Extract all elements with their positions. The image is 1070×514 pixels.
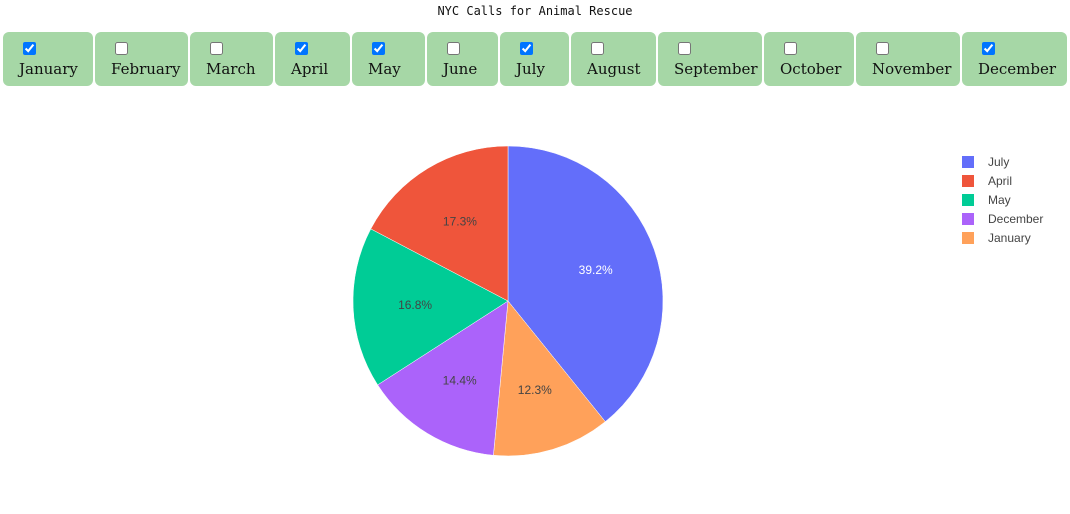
legend-label: December xyxy=(988,211,1044,226)
month-checkbox[interactable] xyxy=(876,42,889,55)
legend-item-january[interactable]: January xyxy=(962,228,1043,247)
month-label: December xyxy=(978,60,1057,78)
month-label: September xyxy=(674,60,758,78)
pie-slice-january[interactable] xyxy=(493,300,606,457)
slice-label-april: 17.3% xyxy=(443,214,477,228)
legend-swatch xyxy=(962,231,974,244)
slice-label-july: 39.2% xyxy=(579,263,613,277)
month-option-february[interactable]: February xyxy=(95,32,188,86)
month-label: March xyxy=(206,60,256,78)
month-checkbox[interactable] xyxy=(784,42,797,55)
month-option-june[interactable]: June xyxy=(427,32,498,86)
legend-swatch xyxy=(962,174,974,187)
pie-chart: 39.2% 12.3% 14.4% 16.8% 17.3% xyxy=(352,145,664,457)
month-option-october[interactable]: October xyxy=(764,32,854,86)
legend-label: May xyxy=(988,192,1011,207)
month-checkbox[interactable] xyxy=(982,42,995,55)
month-checkbox[interactable] xyxy=(115,42,128,55)
slice-label-december: 14.4% xyxy=(443,373,477,387)
chart-title: NYC Calls for Animal Rescue xyxy=(437,4,633,18)
legend-item-april[interactable]: April xyxy=(962,171,1043,190)
legend-item-may[interactable]: May xyxy=(962,190,1043,209)
legend-item-december[interactable]: December xyxy=(962,209,1043,228)
month-option-may[interactable]: May xyxy=(352,32,425,86)
month-option-september[interactable]: September xyxy=(658,32,762,86)
month-label: November xyxy=(872,60,952,78)
legend-label: January xyxy=(988,230,1031,245)
month-label: October xyxy=(780,60,842,78)
month-label: August xyxy=(587,60,641,78)
month-label: May xyxy=(368,60,401,78)
month-checkbox[interactable] xyxy=(210,42,223,55)
slice-label-may: 16.8% xyxy=(398,298,432,312)
pie-slice-april[interactable] xyxy=(370,145,509,302)
month-label: January xyxy=(19,60,78,78)
month-label: June xyxy=(443,60,478,78)
legend-label: July xyxy=(988,154,1010,169)
legend-swatch xyxy=(962,155,974,168)
legend-label: April xyxy=(988,173,1013,188)
month-checkbox[interactable] xyxy=(295,42,308,55)
month-option-january[interactable]: January xyxy=(3,32,93,86)
pie-slice-july[interactable] xyxy=(507,145,664,423)
chart-legend: July April May December January xyxy=(962,152,1043,247)
month-checkbox[interactable] xyxy=(447,42,460,55)
month-checkbox[interactable] xyxy=(372,42,385,55)
legend-item-july[interactable]: July xyxy=(962,152,1043,171)
pie-slice-may[interactable] xyxy=(352,228,509,386)
month-label: February xyxy=(111,60,181,78)
month-checkbox[interactable] xyxy=(520,42,533,55)
legend-swatch xyxy=(962,212,974,225)
month-option-april[interactable]: April xyxy=(275,32,350,86)
month-checkbox[interactable] xyxy=(591,42,604,55)
month-option-november[interactable]: November xyxy=(856,32,960,86)
month-option-december[interactable]: December xyxy=(962,32,1067,86)
legend-swatch xyxy=(962,193,974,206)
month-option-march[interactable]: March xyxy=(190,32,273,86)
month-checkbox[interactable] xyxy=(678,42,691,55)
month-label: July xyxy=(516,60,545,78)
month-option-august[interactable]: August xyxy=(571,32,656,86)
month-checkbox[interactable] xyxy=(23,42,36,55)
month-option-july[interactable]: July xyxy=(500,32,569,86)
month-filter-bar: January February March April May June July Augu… xyxy=(3,32,1067,86)
month-label: April xyxy=(291,60,329,78)
pie-slice-december[interactable] xyxy=(377,300,509,456)
slice-label-january: 12.3% xyxy=(518,383,552,397)
